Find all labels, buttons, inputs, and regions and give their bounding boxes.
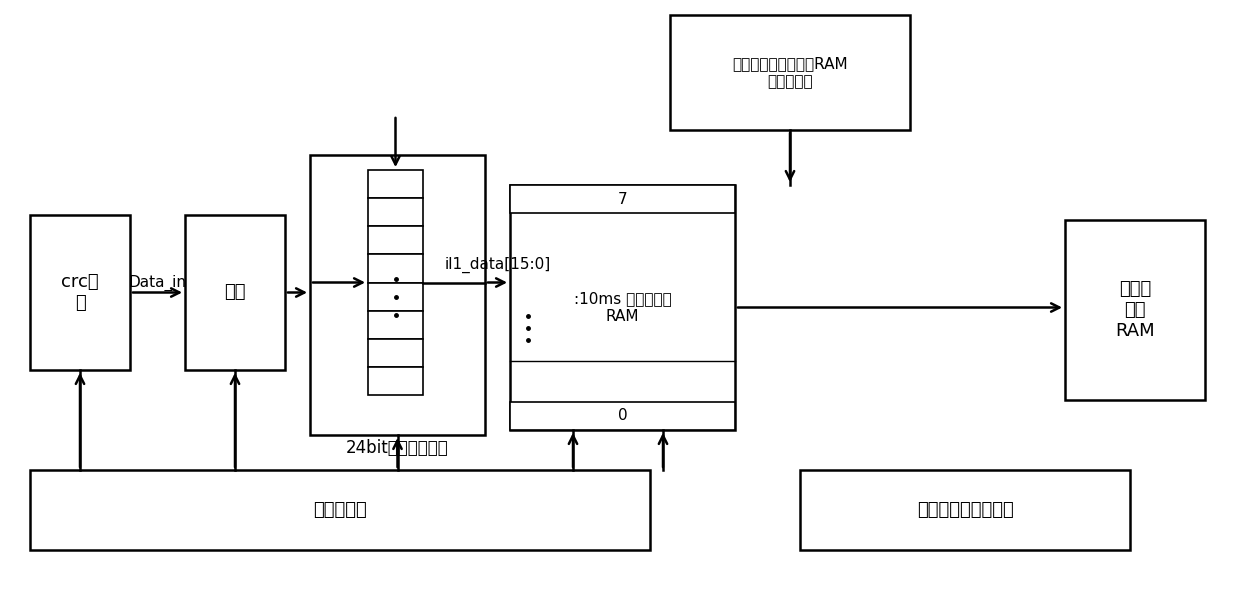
Bar: [1065, 220, 1205, 400]
Bar: [185, 215, 285, 370]
Bar: [368, 367, 423, 395]
Text: il1_data[15:0]: il1_data[15:0]: [444, 256, 551, 273]
Text: Data_in: Data_in: [129, 275, 186, 290]
Text: 编码: 编码: [224, 284, 246, 301]
Bar: [310, 155, 485, 435]
Bar: [368, 198, 423, 227]
Bar: [368, 227, 423, 255]
Bar: [368, 339, 423, 367]
Text: 交织以后读地址产生: 交织以后读地址产生: [916, 501, 1013, 519]
Text: 控制产生第一次交织RAM
的读写地址: 控制产生第一次交织RAM 的读写地址: [732, 56, 848, 89]
Bar: [510, 185, 735, 430]
Bar: [510, 402, 735, 430]
Text: 0: 0: [618, 409, 627, 423]
Bar: [30, 215, 130, 370]
Bar: [368, 283, 423, 311]
Bar: [368, 170, 423, 198]
Text: 7: 7: [618, 191, 627, 206]
Text: crc处
理: crc处 理: [61, 273, 99, 312]
Bar: [510, 185, 735, 213]
Text: 24bit的移位寄存器: 24bit的移位寄存器: [346, 439, 449, 457]
Bar: [368, 255, 423, 283]
Bar: [800, 470, 1130, 550]
Text: 第二次
交织
RAM: 第二次 交织 RAM: [1115, 280, 1154, 340]
Bar: [670, 15, 910, 130]
Text: :10ms 第一次交织
RAM: :10ms 第一次交织 RAM: [574, 291, 671, 324]
Text: 状态机控制: 状态机控制: [314, 501, 367, 519]
Bar: [30, 470, 650, 550]
Bar: [368, 311, 423, 339]
